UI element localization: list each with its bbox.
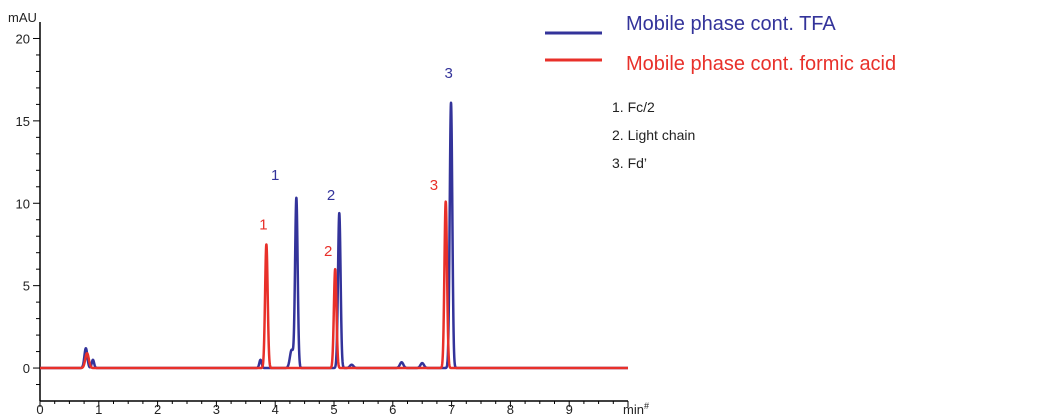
- traces: [38, 101, 630, 370]
- x-axis-unit: min#: [623, 401, 649, 417]
- note-light-chain: 2. Light chain: [612, 127, 695, 143]
- x-tick-label: 4: [272, 402, 279, 417]
- y-ticks: 0 5 10 15 20: [16, 31, 40, 386]
- y-tick-label: 5: [23, 279, 30, 294]
- legend-label-formic: Mobile phase cont. formic acid: [626, 53, 896, 75]
- legend: Mobile phase cont. TFA Mobile phase cont…: [545, 13, 896, 75]
- x-ticks: 0 1 2 3 4 5 6 7 8 9: [36, 401, 629, 417]
- peak-label-series-0: 2: [327, 187, 335, 204]
- peak-label-series-0: 3: [444, 65, 452, 82]
- y-tick-label: 0: [23, 361, 30, 376]
- note-fd: 3. Fd’: [612, 155, 647, 171]
- series-line-1: [38, 200, 630, 370]
- x-tick-label: 9: [566, 402, 573, 417]
- x-tick-label: 7: [448, 402, 455, 417]
- y-tick-label: 20: [16, 31, 30, 46]
- x-axis-unit-text: min: [623, 402, 644, 417]
- legend-label-tfa: Mobile phase cont. TFA: [626, 13, 836, 35]
- axes: 0 5 10 15 20 0 1 2 3 4 5 6 7 8 9 mAU min#: [8, 10, 649, 417]
- peak-label-series-1: 2: [324, 243, 332, 260]
- x-tick-label: 6: [389, 402, 396, 417]
- peak-label-series-1: 3: [430, 177, 438, 194]
- note-fc2: 1. Fc/2: [612, 99, 655, 115]
- y-tick-label: 15: [16, 114, 30, 129]
- peak-labels: 1 2 3 1 2 3: [259, 65, 453, 260]
- x-tick-label: 2: [154, 402, 161, 417]
- peak-label-series-0: 1: [271, 167, 279, 184]
- y-axis-unit: mAU: [8, 10, 37, 25]
- peak-label-series-1: 1: [259, 217, 267, 234]
- peak-identity-notes: 1. Fc/2 2. Light chain 3. Fd’: [612, 99, 695, 171]
- x-tick-label: 1: [95, 402, 102, 417]
- x-tick-label: 5: [330, 402, 337, 417]
- x-axis-unit-mark: #: [644, 401, 649, 411]
- x-tick-label: 3: [213, 402, 220, 417]
- y-tick-label: 10: [16, 196, 30, 211]
- x-tick-label: 0: [36, 402, 43, 417]
- x-tick-label: 8: [507, 402, 514, 417]
